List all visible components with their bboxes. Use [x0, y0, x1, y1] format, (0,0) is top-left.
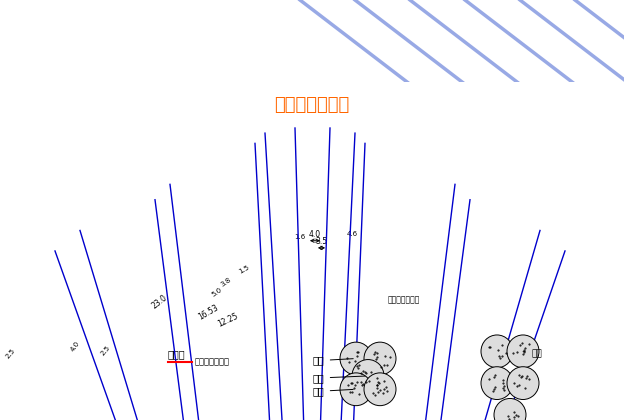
Circle shape — [507, 367, 539, 399]
Text: 主拱肋拆除采用斜拉挂扣缆索吊装的施工工艺，分: 主拱肋拆除采用斜拉挂扣缆索吊装的施工工艺，分 — [8, 10, 189, 23]
Text: 2.5: 2.5 — [100, 344, 112, 357]
Text: 环分段进行。: 环分段进行。 — [8, 38, 53, 51]
Circle shape — [352, 360, 384, 392]
Text: 上环: 上环 — [523, 349, 542, 358]
Circle shape — [340, 342, 372, 375]
Text: 3.5: 3.5 — [315, 237, 327, 246]
Text: 16.53: 16.53 — [197, 303, 220, 322]
Text: 5.0: 5.0 — [211, 286, 223, 298]
Text: 中环: 中环 — [313, 373, 365, 383]
Text: 4.6: 4.6 — [347, 231, 358, 236]
Circle shape — [494, 399, 526, 420]
Circle shape — [481, 335, 513, 368]
Text: 4.0: 4.0 — [309, 230, 321, 239]
Text: 上、中环断面处: 上、中环断面处 — [195, 357, 230, 366]
Text: 上环: 上环 — [313, 356, 353, 365]
Circle shape — [507, 335, 539, 368]
Circle shape — [364, 373, 396, 406]
Circle shape — [340, 373, 372, 406]
Text: 拱圈分环示意图: 拱圈分环示意图 — [275, 96, 349, 114]
Text: 3.8: 3.8 — [220, 276, 232, 287]
Text: 2.5: 2.5 — [5, 347, 17, 360]
Text: 1.5: 1.5 — [238, 264, 250, 275]
Circle shape — [364, 342, 396, 375]
Text: 图例：: 图例： — [168, 349, 185, 359]
Text: 12.25: 12.25 — [217, 312, 240, 329]
Text: 下环: 下环 — [313, 386, 353, 396]
Text: 4.0: 4.0 — [69, 340, 80, 352]
Text: 拱肋中心数位置: 拱肋中心数位置 — [388, 296, 421, 304]
Text: 23.0: 23.0 — [150, 294, 170, 311]
Circle shape — [481, 367, 513, 399]
Text: 1.6: 1.6 — [294, 234, 305, 240]
